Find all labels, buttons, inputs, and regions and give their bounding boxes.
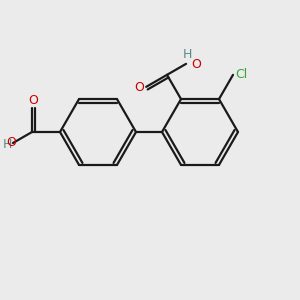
Text: Cl: Cl	[235, 68, 247, 81]
Text: O: O	[134, 81, 144, 94]
Text: H: H	[3, 137, 12, 151]
Text: O: O	[6, 136, 16, 148]
Text: H: H	[182, 48, 192, 61]
Text: O: O	[191, 58, 201, 71]
Text: O: O	[28, 94, 38, 107]
